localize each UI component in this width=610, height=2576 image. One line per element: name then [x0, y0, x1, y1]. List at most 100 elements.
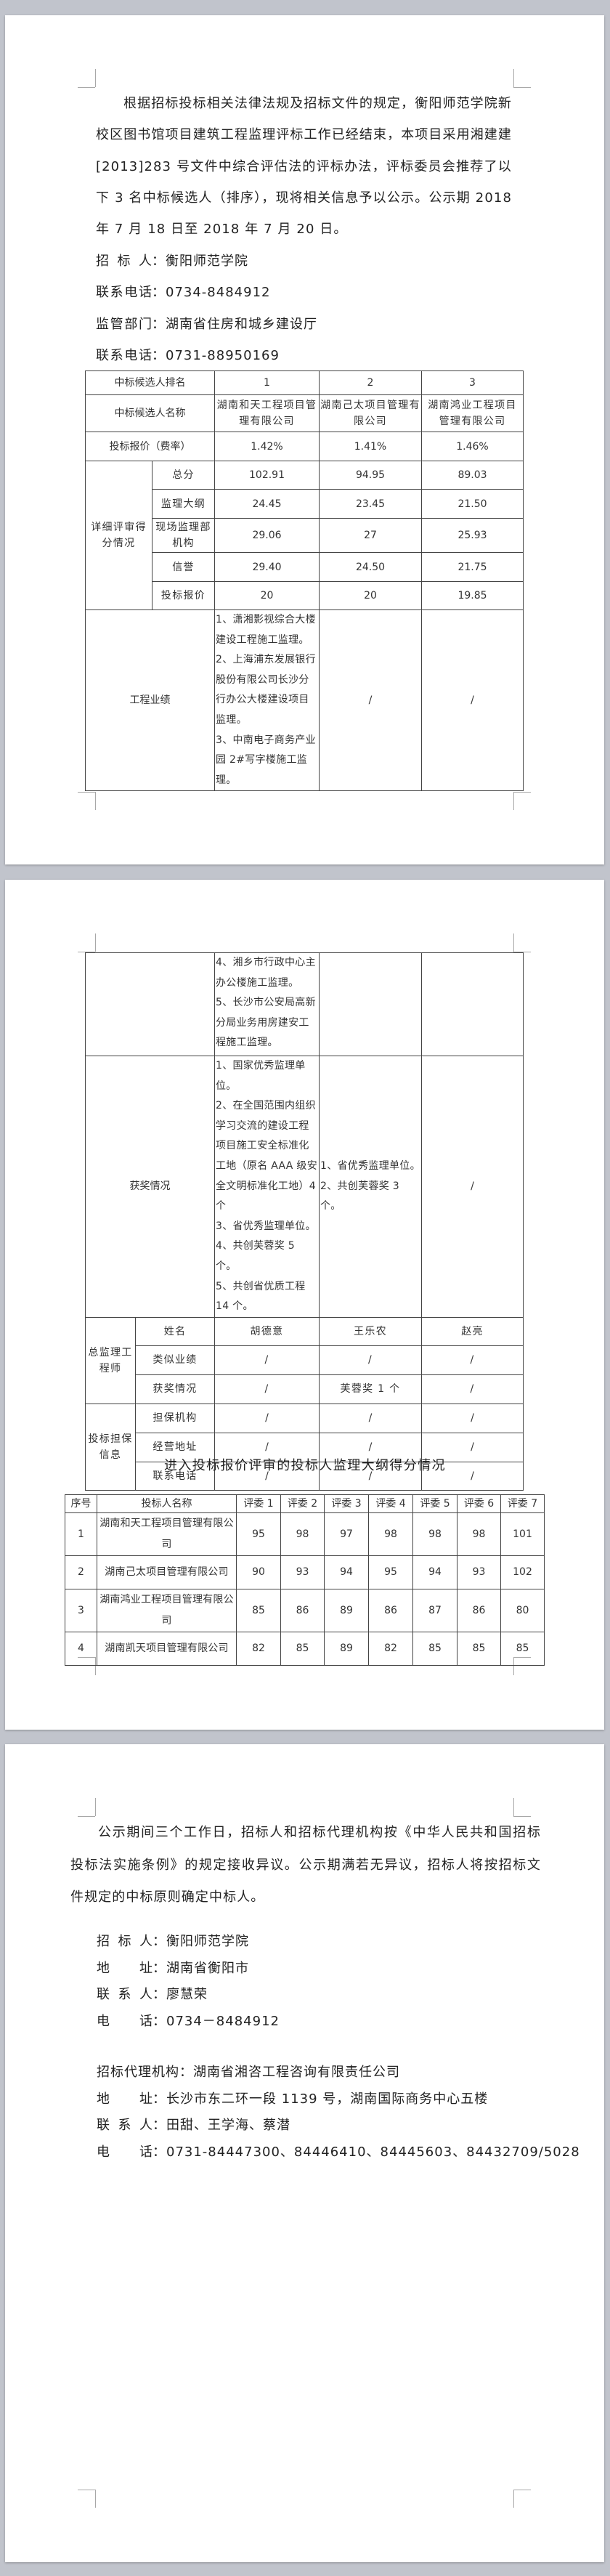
contact-value: 衡阳师范学院	[166, 254, 248, 269]
margin-corner-mark	[513, 933, 514, 952]
list-item: 3、省优秀监理单位。	[216, 1220, 316, 1232]
margin-corner-mark	[513, 792, 514, 810]
agency-contact-block: 招标代理机构：湖南省湘咨工程咨询有限责任公司 地址：长沙市东二环一段 1139 号…	[97, 2059, 580, 2166]
list-item: 4、湘乡市行政中心主办公楼施工监理。	[216, 957, 316, 989]
rank-cell: 1	[214, 370, 320, 395]
score-cell: 24.50	[319, 552, 422, 582]
row-header: 姓名	[135, 1316, 215, 1346]
contact-value: 湖南省衡阳市	[166, 1960, 249, 1976]
list-item: 2、共创芙蓉奖 3 个。	[320, 1180, 399, 1212]
row-header: 监理大纲	[152, 489, 215, 519]
row-header: 中标候选人名称	[85, 394, 215, 432]
contact-value: 0731-88950169	[166, 347, 280, 363]
score-cell: 25.93	[421, 518, 524, 553]
contact-value: 0731-84447300、84446410、84445603、84432709…	[166, 2144, 580, 2160]
chief-engineer-row: 总监理工程师 姓名 胡德意 王乐农 赵亮	[85, 1316, 524, 1404]
score-cell: 89	[324, 1589, 369, 1632]
contact-value: 田甜、王学海、蔡潜	[166, 2118, 290, 2134]
score-cell: 24.45	[214, 489, 320, 519]
list-item: 2、在全国范围内组织学习交流的建设工程项目施工安全标准化工地（原名 AAA 级安…	[216, 1100, 318, 1212]
table-row: 3 湖南鸿业工程项目管理有限公司 85 86 89 86 87 86 80	[65, 1589, 545, 1632]
row-header: 联系电话	[135, 1461, 215, 1491]
column-header: 评委 3	[324, 1494, 369, 1513]
bid-rate-cell: 1.46%	[421, 432, 524, 461]
row-header: 担保机构	[135, 1403, 215, 1433]
margin-corner-mark	[78, 792, 95, 793]
row-header: 投标报价（费率）	[85, 432, 215, 461]
score-cell: 101	[500, 1512, 545, 1556]
column-header: 评委 7	[500, 1494, 545, 1513]
margin-corner-mark	[95, 933, 96, 952]
contact-separator: ：	[152, 347, 166, 363]
score-cell: 27	[319, 518, 422, 553]
score-cell: 20	[319, 581, 422, 610]
detail-score-row: 现场监理部机构 29.06 27 25.93	[86, 518, 524, 553]
column-header: 序号	[65, 1494, 97, 1513]
contact-separator: ：	[152, 1987, 166, 2003]
column-header: 投标人名称	[97, 1494, 237, 1513]
score-cell: 98	[412, 1512, 458, 1556]
contact-value: 0734-8484912	[166, 285, 271, 301]
list-cell: 1、省优秀监理单位。 2、共创芙蓉奖 3 个。	[319, 1056, 422, 1318]
empty-cell	[85, 952, 215, 1056]
bidder-name-cell: 湖南和天工程项目管理有限公司	[97, 1512, 237, 1556]
score-cell: 94	[412, 1555, 458, 1589]
contact-line: 招标人：衡阳师范学院	[97, 1929, 280, 1956]
performance-row-continued: 4、湘乡市行政中心主办公楼施工监理。 5、长沙市公安局高新分局业务用房建安工程施工…	[85, 952, 524, 1056]
list-cell: 1、国家优秀监理单位。 2、在全国范围内组织学习交流的建设工程项目施工安全标准化工…	[214, 1056, 320, 1318]
value-cell: /	[421, 1374, 524, 1404]
score-cell: 90	[236, 1555, 281, 1589]
row-header: 总分	[152, 461, 215, 490]
margin-corner-mark	[95, 1657, 96, 1675]
value-cell: /	[214, 1374, 320, 1404]
table-row: 1 湖南和天工程项目管理有限公司 95 98 97 98 98 98 101	[65, 1512, 545, 1556]
score-cell: 20	[214, 581, 320, 610]
score-cell: 85	[236, 1589, 281, 1632]
score-cell: 85	[412, 1632, 458, 1666]
score-cell: 97	[324, 1512, 369, 1556]
column-header: 评委 2	[280, 1494, 325, 1513]
contact-label: 联系人	[97, 1987, 152, 2003]
score-cell: 98	[280, 1512, 325, 1556]
value-cell: /	[214, 1403, 320, 1433]
group-header: 详细评审得分情况	[85, 461, 152, 610]
column-header: 评委 4	[368, 1494, 413, 1513]
contact-separator: ：	[179, 2065, 193, 2080]
bidder-name-cell: 湖南己太项目管理有限公司	[97, 1555, 237, 1589]
contact-label: 监管部门	[96, 316, 152, 332]
value-cell: /	[214, 1432, 320, 1462]
score-cell: 85	[280, 1632, 325, 1666]
bidder-name-cell: 湖南凯天项目管理有限公司	[97, 1632, 237, 1666]
score-cell: 19.85	[421, 581, 524, 610]
table-row: 2 湖南己太项目管理有限公司 90 93 94 95 94 93 102	[65, 1555, 545, 1589]
contact-line: 地址：长沙市东二环一段 1139 号，湖南国际商务中心五楼	[97, 2086, 580, 2113]
candidates-table: 中标候选人排名 1 2 3 中标候选人名称 湖南和天工程项目管理有限公司 湖南己太项目管理有…	[85, 370, 524, 792]
score-cell: 89.03	[421, 461, 524, 490]
score-cell: 93	[280, 1555, 325, 1589]
score-table: 序号 投标人名称 评委 1 评委 2 评委 3 评委 4 评委 5 评委 6 评委 7 1 湖南和天…	[65, 1494, 545, 1666]
contact-value: 湖南省住房和城乡建设厅	[166, 316, 317, 332]
list-item: 5、长沙市公安局高新分局业务用房建安工程施工监理。	[216, 997, 316, 1049]
contact-line: 招标人：衡阳师范学院	[96, 246, 317, 277]
contact-label: 电话	[97, 2013, 152, 2029]
page-3	[5, 1744, 604, 2562]
contact-separator: ：	[152, 316, 166, 332]
contact-value: 廖慧荣	[166, 1987, 208, 2003]
value-cell: /	[319, 1345, 422, 1375]
contact-label: 地址	[97, 2091, 152, 2107]
margin-corner-mark	[95, 792, 96, 810]
score-cell: 94	[324, 1555, 369, 1589]
tenderer-contact-block: 招标人：衡阳师范学院 联系电话：0734-8484912 监管部门：湖南省住房和城乡…	[96, 246, 317, 371]
value-cell: /	[214, 1345, 320, 1375]
score-cell: 93	[457, 1555, 501, 1589]
score-cell: 86	[280, 1589, 325, 1632]
detail-score-row: 信誉 29.40 24.50 21.75	[86, 552, 524, 582]
margin-corner-mark	[513, 69, 514, 87]
value-cell: /	[319, 1403, 422, 1433]
candidate-name-cell: 湖南和天工程项目管理有限公司	[214, 394, 320, 432]
score-cell: 29.06	[214, 518, 320, 553]
contact-line: 联系人：廖慧荣	[97, 1982, 280, 2009]
margin-corner-mark	[513, 1798, 514, 1816]
contact-line: 电话：0734－8484912	[97, 2009, 280, 2036]
list-item: 3、中南电子商务产业园 2#写字楼施工监理。	[216, 734, 316, 786]
